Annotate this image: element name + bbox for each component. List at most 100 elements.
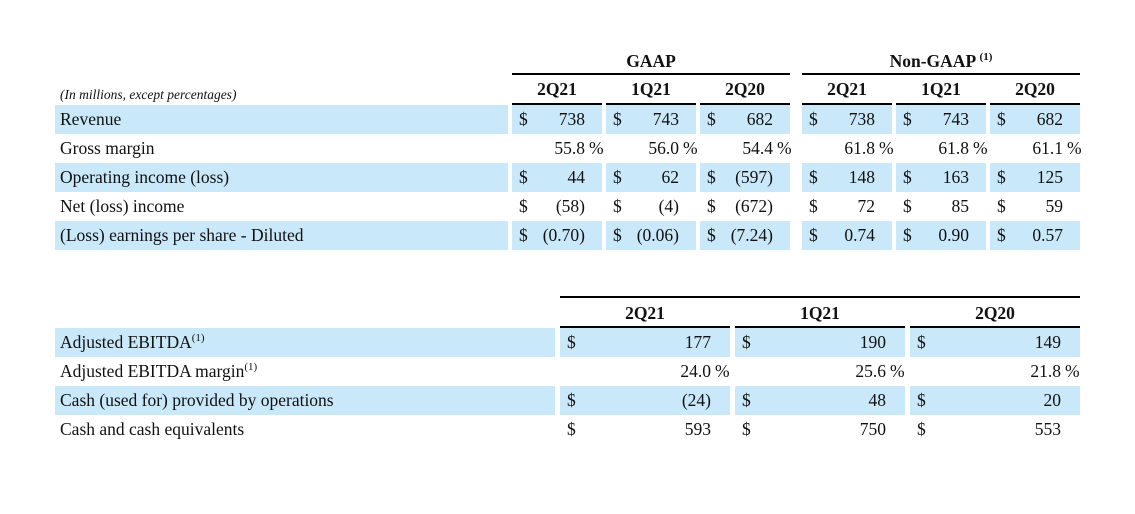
value: 25.6 <box>855 361 886 381</box>
cell: $44 <box>512 163 602 192</box>
row-label: Adjusted EBITDA(1) <box>55 328 555 357</box>
col-header-gaap-2q20: 2Q20 <box>700 75 790 105</box>
suffix: % <box>1065 361 1080 381</box>
suffix <box>1063 163 1080 192</box>
cell: $ (4) <box>606 192 696 221</box>
suffix: % <box>879 138 894 158</box>
group-header-row: GAAP Non-GAAP (1) <box>55 50 1135 75</box>
cell: $ (24) <box>560 386 730 415</box>
col-header-nongaap-1q21: 1Q21 <box>896 75 986 105</box>
nongaap-footnote-marker: (1) <box>979 51 993 64</box>
nongaap-label: Non-GAAP <box>889 51 976 71</box>
suffix <box>711 328 730 357</box>
suffix <box>886 386 905 415</box>
col-header-gaap-1q21: 1Q21 <box>606 75 696 105</box>
suffix <box>773 192 790 221</box>
suffix <box>773 163 790 192</box>
cell: 25.6% <box>735 357 905 386</box>
currency-sign: $ <box>903 225 912 245</box>
suffix: % <box>1067 138 1082 158</box>
currency-sign: $ <box>567 419 576 439</box>
suffix <box>1063 221 1080 250</box>
value: 163 <box>942 167 969 187</box>
value: 61.8 <box>844 138 875 158</box>
group-header-gaap: GAAP <box>512 50 790 75</box>
group-header-spacer <box>55 50 512 75</box>
value: (672) <box>735 196 773 216</box>
suffix: % <box>973 138 988 158</box>
suffix <box>679 105 696 134</box>
col-header-2q20: 2Q20 <box>910 301 1080 328</box>
row-gross-margin: Gross margin 55.8% 56.0% 54.4% 61.8% 61.… <box>55 134 1135 163</box>
col-header-nongaap-2q20: 2Q20 <box>990 75 1080 105</box>
row-revenue: Revenue $738 $743 $682 $738 $743 $682 <box>55 105 1135 134</box>
currency-sign: $ <box>903 109 912 129</box>
currency-sign: $ <box>613 167 622 187</box>
value: 738 <box>558 109 585 129</box>
cell: $125 <box>990 163 1080 192</box>
cell: $ (0.06) <box>606 221 696 250</box>
suffix <box>1061 415 1080 444</box>
currency-sign: $ <box>809 225 818 245</box>
suffix <box>886 328 905 357</box>
cell: $0.57 <box>990 221 1080 250</box>
value: (24) <box>681 390 711 410</box>
currency-sign: $ <box>707 196 716 216</box>
currency-sign: $ <box>997 225 1006 245</box>
cell: $682 <box>990 105 1080 134</box>
units-note: (In millions, except percentages) <box>60 87 237 102</box>
cell: $ (597) <box>700 163 790 192</box>
cell: $593 <box>560 415 730 444</box>
value: 148 <box>848 167 875 187</box>
currency-sign <box>560 357 578 386</box>
suffix <box>875 192 892 221</box>
suffix <box>679 192 696 221</box>
suffix: % <box>589 138 604 158</box>
currency-sign: $ <box>613 196 622 216</box>
value: 0.57 <box>1032 225 1063 245</box>
suffix <box>679 163 696 192</box>
currency-sign: $ <box>903 196 912 216</box>
row-adjusted-ebitda-margin: Adjusted EBITDA margin(1) 24.0% 25.6% 21… <box>55 357 1135 386</box>
cell: 55.8% <box>512 134 604 163</box>
suffix <box>969 221 986 250</box>
value: 190 <box>859 332 886 352</box>
footnote-marker: (1) <box>191 332 205 345</box>
value: 750 <box>859 419 886 439</box>
currency-sign <box>700 134 718 163</box>
currency-sign: $ <box>613 225 622 245</box>
cell: $85 <box>896 192 986 221</box>
value: 0.90 <box>938 225 969 245</box>
suffix <box>773 221 790 250</box>
row-label-text: Adjusted EBITDA <box>60 332 192 352</box>
value: (0.06) <box>636 225 679 245</box>
currency-sign <box>990 134 1008 163</box>
currency-sign: $ <box>707 109 716 129</box>
currency-sign: $ <box>997 167 1006 187</box>
footnote-marker: (1) <box>244 361 258 374</box>
cell: $20 <box>910 386 1080 415</box>
cell: 56.0% <box>606 134 698 163</box>
suffix <box>875 221 892 250</box>
gaap-nongaap-table: GAAP Non-GAAP (1) (In millions, except p… <box>55 50 1135 250</box>
suffix <box>773 105 790 134</box>
suffix: % <box>715 361 730 381</box>
suffix: % <box>683 138 698 158</box>
currency-sign: $ <box>519 196 528 216</box>
currency-sign: $ <box>707 225 716 245</box>
currency-sign <box>910 357 928 386</box>
cell: $738 <box>802 105 892 134</box>
currency-sign: $ <box>567 332 576 352</box>
suffix: % <box>890 361 905 381</box>
col-header-1q21: 1Q21 <box>735 301 905 328</box>
suffix <box>679 221 696 250</box>
currency-sign: $ <box>903 167 912 187</box>
currency-sign: $ <box>997 109 1006 129</box>
value: 743 <box>942 109 969 129</box>
value: 743 <box>652 109 679 129</box>
row-cash-equivalents: Cash and cash equivalents $593 $750 $553 <box>55 415 1135 444</box>
currency-sign: $ <box>742 332 751 352</box>
currency-sign: $ <box>519 167 528 187</box>
suffix <box>711 415 730 444</box>
